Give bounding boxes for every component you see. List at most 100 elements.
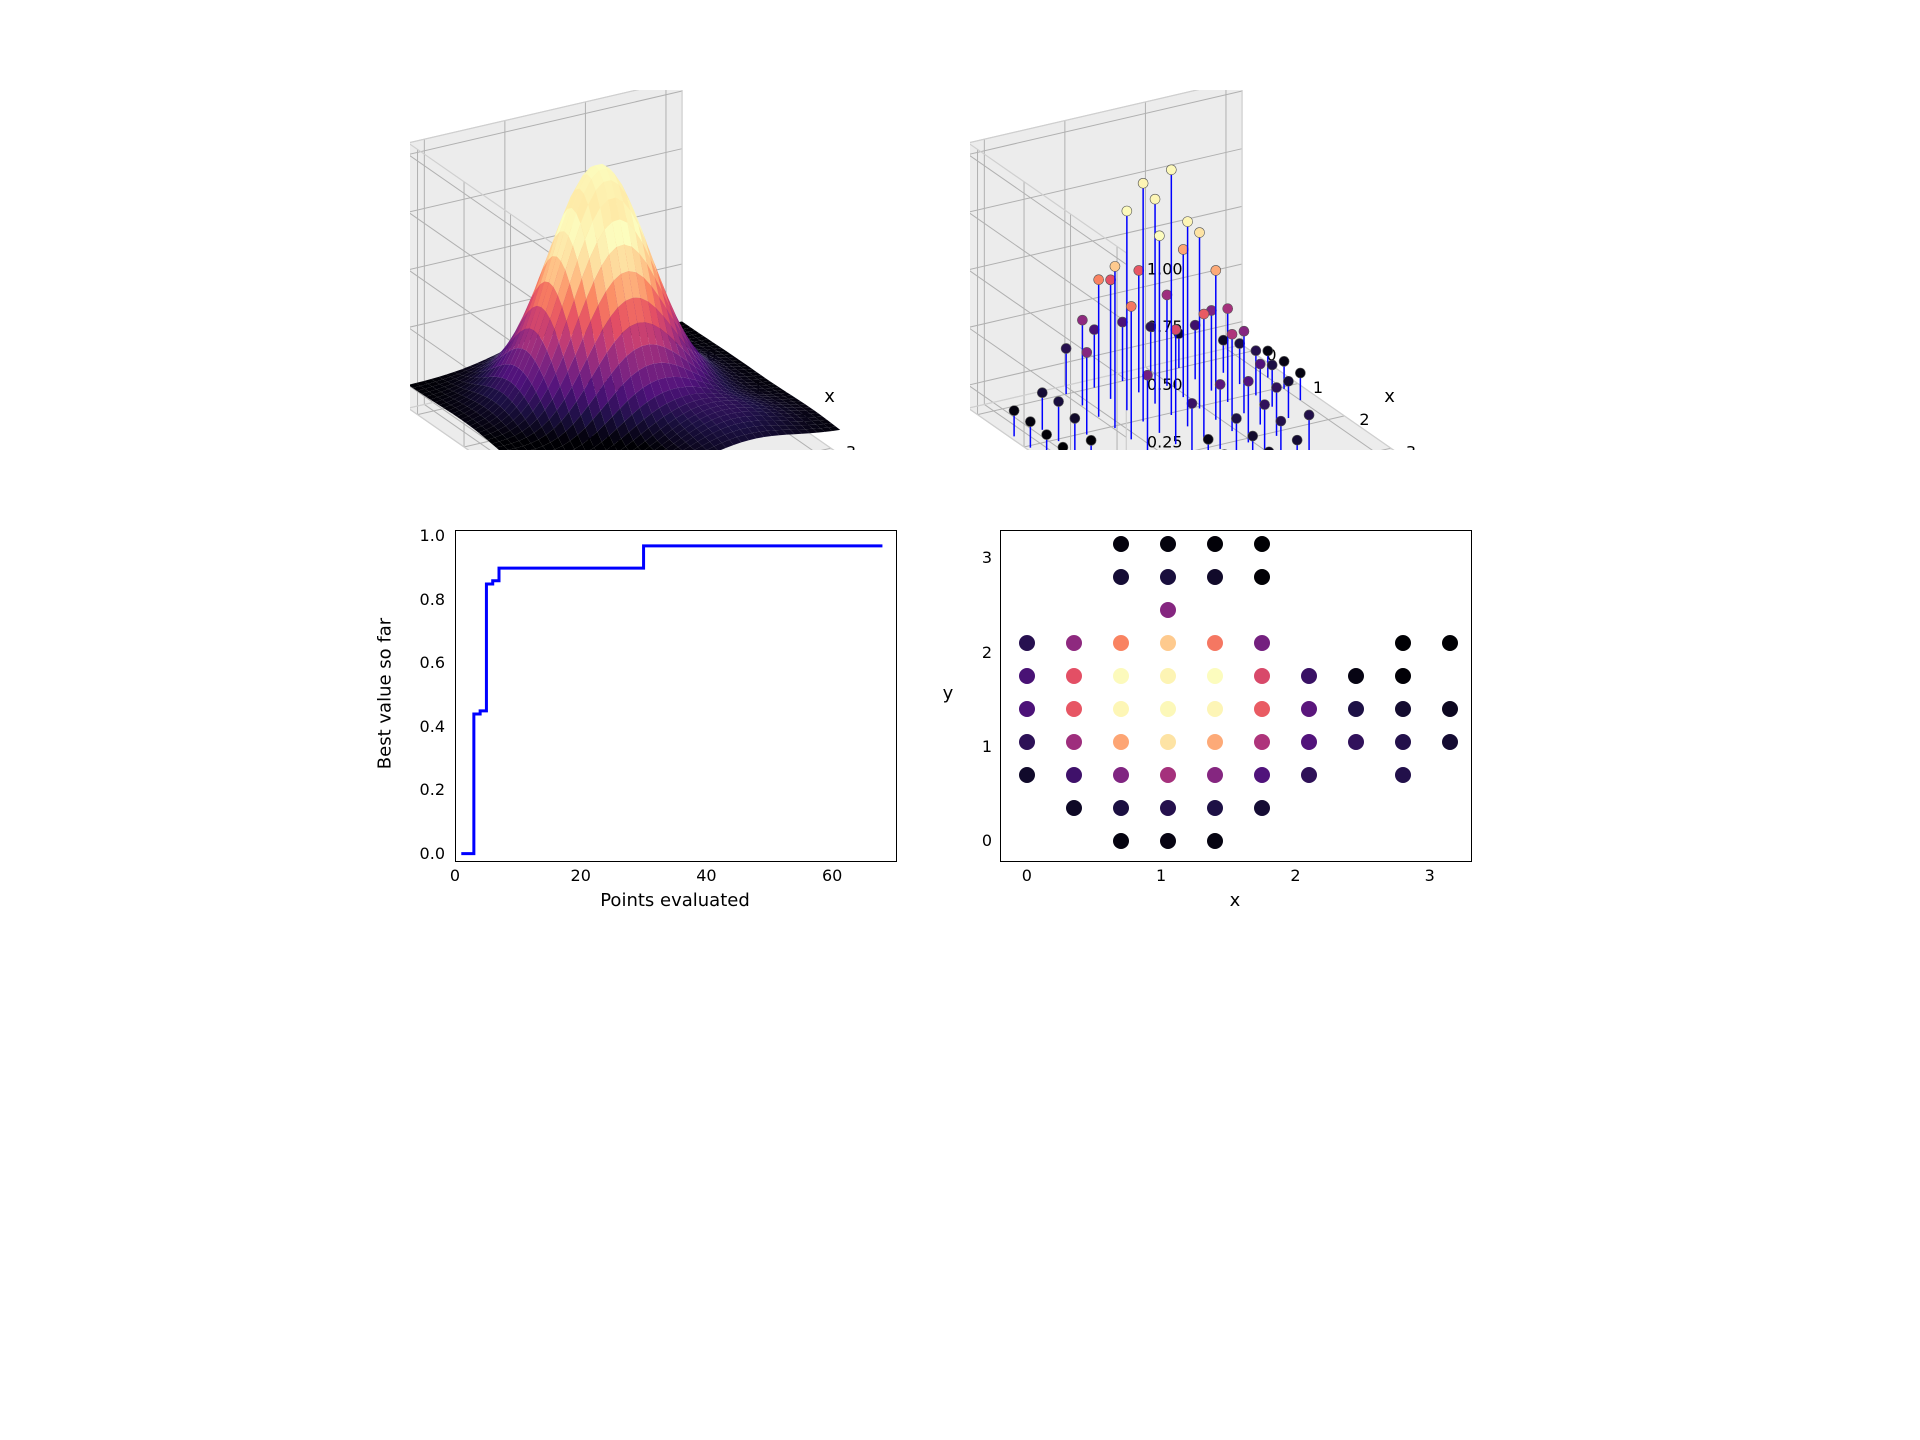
stem-marker	[1089, 325, 1099, 335]
y-axis-label: Best value so far	[375, 529, 396, 859]
sample-marker	[1019, 701, 1035, 717]
x-tick: 40	[694, 866, 718, 885]
sample-marker	[1207, 734, 1223, 750]
sample-marker	[1113, 536, 1129, 552]
x-tick: 20	[569, 866, 593, 885]
sample-marker	[1066, 734, 1082, 750]
svg-text:0.25: 0.25	[1147, 432, 1183, 450]
stem-marker	[1190, 320, 1200, 330]
x-tick: 3	[1420, 866, 1440, 885]
sample-marker	[1160, 833, 1176, 849]
sample-marker	[1442, 701, 1458, 717]
stem-marker	[1058, 442, 1068, 450]
svg-text:x: x	[1384, 386, 1395, 407]
sample-marker	[1301, 701, 1317, 717]
x-tick: 2	[1285, 866, 1305, 885]
stem-marker	[1126, 301, 1136, 311]
stem-marker	[1292, 435, 1302, 445]
stem-marker	[1086, 435, 1096, 445]
sample-marker	[1254, 569, 1270, 585]
stem-marker	[1070, 413, 1080, 423]
sample-marker	[1113, 833, 1129, 849]
sample-marker	[1160, 536, 1176, 552]
sample-marker	[1160, 635, 1176, 651]
y-tick: 0.2	[405, 780, 445, 799]
stem-marker	[1276, 416, 1286, 426]
stem-marker	[1054, 397, 1064, 407]
sample-marker	[1113, 767, 1129, 783]
svg-text:3: 3	[1406, 443, 1416, 450]
stem-marker	[1263, 346, 1273, 356]
stem-marker	[1037, 388, 1047, 398]
stem-marker	[1122, 206, 1132, 216]
sample-marker	[1254, 701, 1270, 717]
y-tick: 2	[970, 643, 992, 662]
stem-marker	[1082, 347, 1092, 357]
stem-marker	[1255, 359, 1265, 369]
stem-marker	[1162, 290, 1172, 300]
sample-marker	[1348, 701, 1364, 717]
sample-marker	[1254, 734, 1270, 750]
sample-marker	[1207, 635, 1223, 651]
stem-3d: 012301230.000.250.500.751.00xy	[970, 90, 1480, 450]
stem-marker	[1154, 231, 1164, 241]
y-tick: 0.6	[405, 653, 445, 672]
sample-marker	[1066, 668, 1082, 684]
sample-marker	[1207, 536, 1223, 552]
x-axis-label: Points evaluated	[455, 890, 895, 911]
x-tick: 0	[1017, 866, 1037, 885]
stem-marker	[1251, 346, 1261, 356]
sample-marker	[1395, 668, 1411, 684]
sample-marker	[1113, 701, 1129, 717]
x-tick: 1	[1151, 866, 1171, 885]
stem-marker	[1118, 317, 1128, 327]
stem-marker	[1009, 406, 1019, 416]
sample-marker	[1301, 668, 1317, 684]
sample-marker	[1301, 767, 1317, 783]
stem-marker	[1195, 228, 1205, 238]
svg-text:1: 1	[1313, 378, 1323, 397]
stem-marker	[1243, 376, 1253, 386]
stem-marker	[1227, 329, 1237, 339]
sample-marker	[1207, 800, 1223, 816]
svg-text:x: x	[824, 386, 835, 407]
stem-marker	[1134, 265, 1144, 275]
sample-marker	[1019, 734, 1035, 750]
y-tick: 0.0	[405, 844, 445, 863]
stem-marker	[1260, 400, 1270, 410]
sample-marker	[1207, 833, 1223, 849]
sample-marker	[1160, 701, 1176, 717]
sample-marker	[1066, 767, 1082, 783]
stem-marker	[1231, 413, 1241, 423]
y-tick: 0	[970, 831, 992, 850]
sample-marker	[1395, 701, 1411, 717]
sample-marker	[1207, 701, 1223, 717]
stem-marker	[1106, 275, 1116, 285]
y-tick: 0.8	[405, 590, 445, 609]
sample-marker	[1066, 635, 1082, 651]
stem-marker	[1272, 382, 1282, 392]
sample-marker	[1113, 800, 1129, 816]
stem-marker	[1025, 417, 1035, 427]
best-value-line	[461, 546, 882, 854]
sample-marker	[1254, 668, 1270, 684]
stem-marker	[1235, 339, 1245, 349]
sample-marker	[1113, 668, 1129, 684]
stem-marker	[1248, 431, 1258, 441]
x-axis-label: x	[1000, 890, 1470, 911]
sample-marker	[1160, 668, 1176, 684]
sample-marker	[1019, 767, 1035, 783]
sample-marker	[1113, 635, 1129, 651]
sample-marker	[1066, 701, 1082, 717]
stem-marker	[1171, 325, 1181, 335]
stem-marker	[1077, 315, 1087, 325]
svg-text:2: 2	[1359, 410, 1369, 429]
sample-marker	[1254, 635, 1270, 651]
y-axis-label: y	[938, 683, 958, 704]
sample-marker	[1113, 569, 1129, 585]
x-tick: 60	[820, 866, 844, 885]
stem-marker	[1150, 194, 1160, 204]
stem-marker	[1042, 430, 1052, 440]
sample-marker	[1442, 734, 1458, 750]
stem-marker	[1110, 261, 1120, 271]
